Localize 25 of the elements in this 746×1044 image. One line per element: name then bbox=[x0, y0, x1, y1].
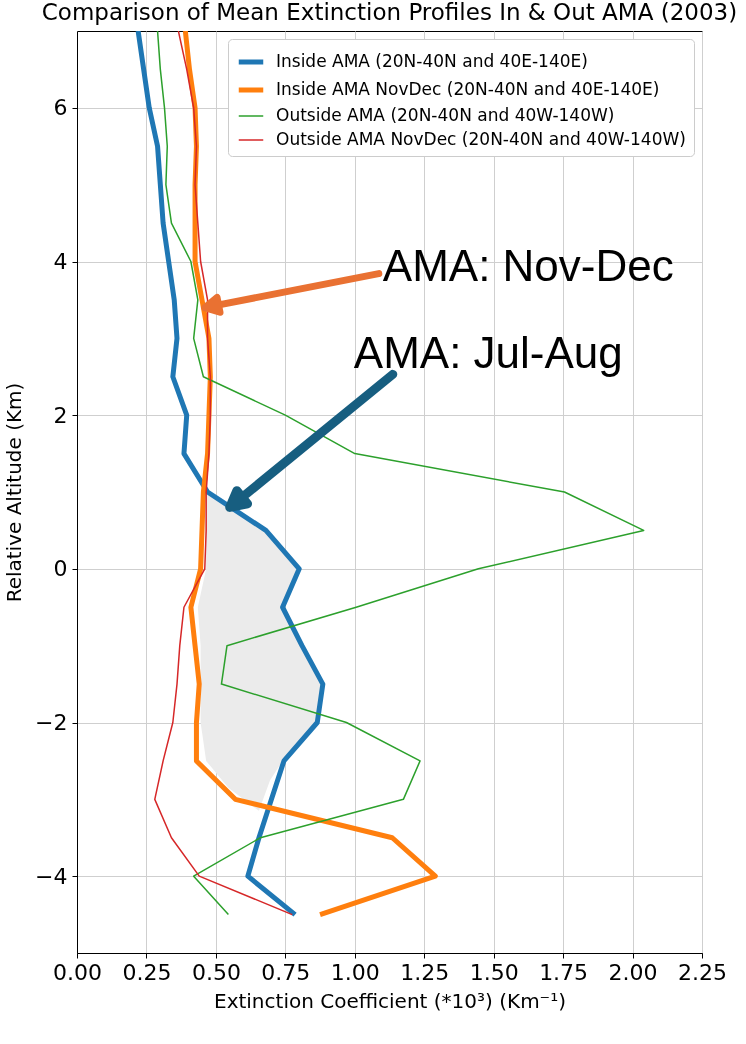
x-tick-label: 1.50 bbox=[469, 959, 519, 985]
y-axis-title: Relative Altitude (Km) bbox=[2, 382, 27, 603]
x-axis-title: Extinction Coefficient (*10³) (Km⁻¹) bbox=[214, 988, 566, 1013]
x-tick-label: 2.25 bbox=[678, 959, 727, 985]
legend-label: Outside AMA NovDec (20N-40N and 40W-140W) bbox=[276, 129, 686, 149]
annotation: AMA: Jul-Aug bbox=[353, 328, 623, 378]
chart-title: Comparison of Mean Extinction Profiles In & Out AMA (2003) bbox=[41, 0, 738, 25]
legend-label: Outside AMA (20N-40N and 40W-140W) bbox=[276, 105, 615, 125]
y-tick-label: −4 bbox=[35, 863, 68, 889]
legend-label: Inside AMA (20N-40N and 40E-140E) bbox=[276, 51, 588, 71]
x-tick-label: 0.00 bbox=[53, 959, 102, 985]
annotation: AMA: Nov-Dec bbox=[382, 240, 674, 290]
x-tick-label: 0.25 bbox=[122, 959, 172, 985]
y-tick-label: 2 bbox=[53, 402, 68, 428]
y-tick-label: 0 bbox=[53, 556, 68, 582]
x-tick-label: 2.00 bbox=[608, 959, 658, 985]
x-tick-label: 0.50 bbox=[191, 959, 241, 985]
x-tick-label: 1.75 bbox=[539, 959, 589, 985]
y-tick-label: 6 bbox=[53, 95, 68, 121]
x-tick-label: 1.00 bbox=[330, 959, 380, 985]
legend-label: Inside AMA NovDec (20N-40N and 40E-140E) bbox=[276, 79, 660, 99]
y-tick-label: 4 bbox=[53, 249, 68, 274]
y-tick-label: −2 bbox=[35, 710, 68, 735]
x-tick-label: 0.75 bbox=[261, 959, 311, 985]
x-tick-label: 1.25 bbox=[400, 959, 450, 985]
